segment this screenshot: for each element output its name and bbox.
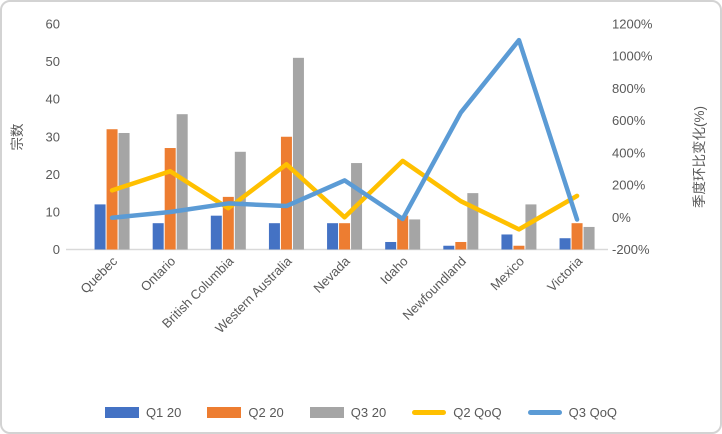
legend-item-q2-qoq[interactable]: Q2 QoQ xyxy=(412,405,502,420)
left-axis-title: 宗数 xyxy=(10,123,25,150)
bar-idaho-q2-20[interactable] xyxy=(397,215,409,250)
left-axis-tick: 50 xyxy=(46,54,60,69)
category-label-ontario: Ontario xyxy=(138,254,179,295)
category-label-mexico: Mexico xyxy=(487,254,527,294)
bar-ontario-q1-20[interactable] xyxy=(152,223,164,250)
legend-swatch-q2-qoq-line xyxy=(412,410,447,415)
bar-victoria-q3-20[interactable] xyxy=(583,226,595,250)
right-axis-title: 季度环比变化(%) xyxy=(692,106,707,208)
legend-label: Q3 QoQ xyxy=(568,405,618,420)
bar-idaho-q3-20[interactable] xyxy=(409,219,421,250)
right-axis-tick: -200% xyxy=(612,242,650,257)
legend-item-q2-20[interactable]: Q2 20 xyxy=(207,405,284,420)
right-axis-tick: 1000% xyxy=(612,49,653,64)
bar-nevada-q1-20[interactable] xyxy=(327,223,339,250)
bar-british-columbia-q2-20[interactable] xyxy=(222,196,234,250)
line-q3-qoq[interactable] xyxy=(109,37,580,222)
right-axis-tick: 600% xyxy=(612,113,646,128)
bar-mexico-q3-20[interactable] xyxy=(525,204,537,250)
bar-idaho-q1-20[interactable] xyxy=(385,241,397,250)
right-axis-tick: 1200% xyxy=(612,17,653,32)
legend-item-q3-qoq[interactable]: Q3 QoQ xyxy=(527,405,618,420)
category-label-nevada: Nevada xyxy=(310,253,353,296)
legend-label: Q3 20 xyxy=(350,405,387,420)
legend-label: Q1 20 xyxy=(145,405,182,420)
bar-newfoundland-q2-20[interactable] xyxy=(455,241,467,250)
category-label-idaho: Idaho xyxy=(377,254,411,288)
bar-western-australia-q1-20[interactable] xyxy=(268,223,280,250)
legend-item-q1-20[interactable]: Q1 20 xyxy=(104,405,182,420)
left-axis-tick: 20 xyxy=(46,167,60,182)
bar-newfoundland-q1-20[interactable] xyxy=(443,245,455,250)
bar-ontario-q2-20[interactable] xyxy=(164,148,176,250)
right-axis-tick: 400% xyxy=(612,145,646,160)
left-axis-tick: 40 xyxy=(46,92,60,107)
left-axis-tick: 60 xyxy=(46,17,60,32)
legend-item-q3-20[interactable]: Q3 20 xyxy=(309,405,387,420)
legend-swatch-q1-bar xyxy=(104,407,139,418)
left-axis-tick: 0 xyxy=(53,242,60,257)
bar-quebec-q3-20[interactable] xyxy=(118,132,130,250)
bar-british-columbia-q1-20[interactable] xyxy=(210,215,222,250)
left-axis-tick: 30 xyxy=(46,129,60,144)
combo-chart-plot: 60 50 40 30 20 10 0 1200% 1000% 800% 600% 400% 200% 0… xyxy=(10,17,707,336)
left-axis-tick: 10 xyxy=(46,204,60,219)
bar-western-australia-q3-20[interactable] xyxy=(292,57,304,250)
legend-swatch-q3-bar xyxy=(309,407,344,418)
bar-mexico-q1-20[interactable] xyxy=(501,234,513,250)
bar-western-australia-q2-20[interactable] xyxy=(280,136,292,250)
legend-label: Q2 QoQ xyxy=(453,405,502,420)
bar-victoria-q2-20[interactable] xyxy=(571,223,583,250)
right-axis-tick: 800% xyxy=(612,81,646,96)
bar-quebec-q1-20[interactable] xyxy=(94,204,106,250)
line-q2-qoq[interactable] xyxy=(109,158,580,232)
bar-victoria-q1-20[interactable] xyxy=(559,238,571,250)
chart-legend: Q1 20 Q2 20 Q3 20 Q2 QoQ Q3 QoQ xyxy=(2,405,720,420)
bar-newfoundland-q3-20[interactable] xyxy=(467,193,479,250)
right-axis-tick: 200% xyxy=(612,178,646,193)
bar-nevada-q2-20[interactable] xyxy=(339,223,351,250)
bar-mexico-q2-20[interactable] xyxy=(513,245,525,250)
bar-ontario-q3-20[interactable] xyxy=(176,114,188,250)
legend-label: Q2 20 xyxy=(248,405,284,420)
category-label-victoria: Victoria xyxy=(544,253,586,295)
legend-swatch-q2-bar xyxy=(207,407,242,418)
legend-swatch-q3-qoq-line xyxy=(527,410,562,415)
right-axis-tick: 0% xyxy=(612,210,631,225)
category-label-quebec: Quebec xyxy=(77,253,120,296)
